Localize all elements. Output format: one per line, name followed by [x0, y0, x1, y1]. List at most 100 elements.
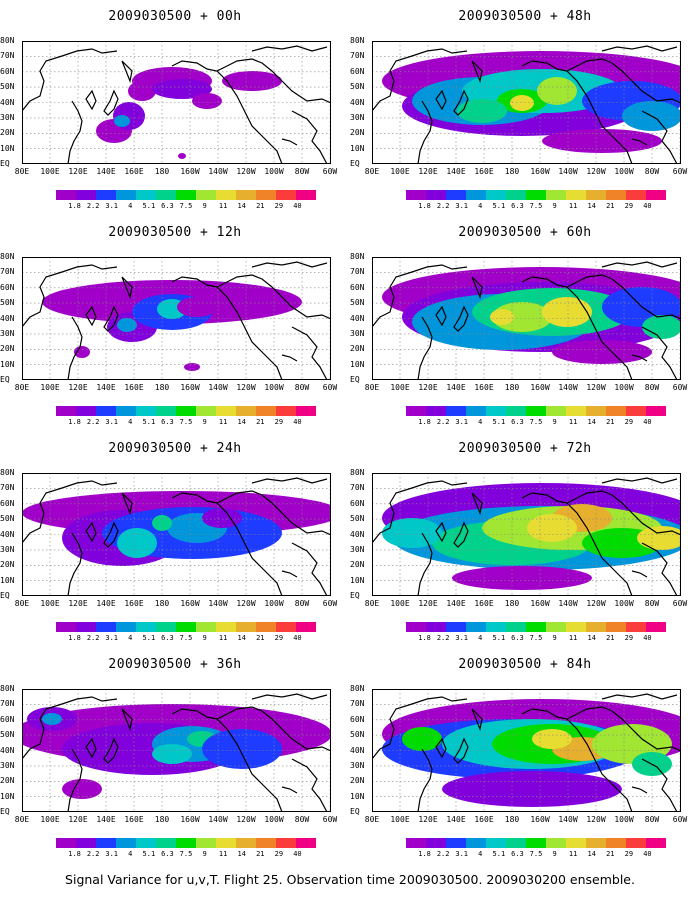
longitude-label: 100W: [614, 815, 634, 824]
longitude-label: 140E: [96, 599, 116, 608]
variance-contour: [202, 508, 242, 528]
colorbar-tick-label: 9: [552, 850, 557, 858]
colorbar-tick-label: 29: [274, 202, 284, 210]
colorbar-swatch: [406, 406, 426, 416]
latitude-label: 20N: [0, 560, 15, 570]
colorbar-tick-label: 3.1: [105, 202, 119, 210]
variance-contour: [62, 779, 102, 799]
latitude-label: EQ: [350, 591, 360, 600]
longitude-label: 140W: [208, 599, 228, 608]
colorbar-swatch: [426, 190, 446, 200]
longitude-label: 120W: [586, 815, 606, 824]
longitude-label: 120W: [586, 383, 606, 392]
colorbar-tick-label: 4: [128, 418, 133, 426]
colorbar-swatch: [466, 622, 486, 632]
longitude-label: 60W: [322, 815, 338, 824]
variance-contour: [457, 99, 507, 123]
colorbar-swatch: [606, 406, 626, 416]
colorbar-swatch: [76, 406, 96, 416]
latitude-label: 70N: [350, 699, 365, 709]
map-area: [372, 41, 681, 164]
map-panel: 2009030500 + 72h 80N 70N 60N 50N 40N 30N 20N 10N…: [350, 432, 700, 657]
latitude-label: 30N: [0, 328, 15, 338]
colorbar: [406, 838, 666, 848]
colorbar-swatch: [296, 622, 316, 632]
colorbar-tick-label: 4: [128, 634, 133, 642]
longitude-label: 80W: [294, 599, 310, 608]
longitude-label: 140W: [558, 815, 578, 824]
latitude-label: 10N: [0, 359, 15, 369]
latitude-label: 10N: [350, 575, 365, 585]
colorbar-tick-label: 1.8: [418, 202, 431, 210]
latitude-label: 80N: [350, 252, 365, 261]
colorbar-swatch: [546, 838, 566, 848]
longitude-label: 180: [504, 815, 520, 824]
variance-contour: [152, 744, 192, 764]
colorbar-tick-label: 40: [293, 202, 302, 210]
variance-contour: [152, 79, 212, 99]
colorbar-swatch: [276, 406, 296, 416]
colorbar-swatch: [116, 406, 136, 416]
longitude-label: 180: [504, 167, 520, 176]
colorbar-swatch: [256, 622, 276, 632]
colorbar-swatch: [116, 838, 136, 848]
colorbar-tick-label: 21: [606, 850, 615, 858]
colorbar-swatch: [96, 622, 116, 632]
latitude-label: 60N: [0, 66, 15, 76]
longitude-label: 80E: [14, 815, 30, 824]
colorbar-tick-label: 5.1: [492, 634, 506, 642]
panel-title: 2009030500 + 60h: [458, 225, 592, 240]
colorbar-swatch: [446, 406, 466, 416]
colorbar-tick-label: 11: [218, 418, 228, 426]
colorbar-tick-label: 5.1: [142, 202, 156, 210]
latitude-label: 40N: [350, 529, 365, 539]
longitude-label: 80E: [14, 167, 30, 176]
colorbar-swatch: [176, 622, 196, 632]
latitude-label: 20N: [0, 344, 15, 354]
colorbar-swatch: [546, 622, 566, 632]
variance-contour: [177, 297, 217, 317]
colorbar-swatch: [96, 406, 116, 416]
colorbar-tick-label: 29: [624, 202, 634, 210]
colorbar-tick-label: 29: [624, 418, 634, 426]
colorbar-swatch: [486, 190, 506, 200]
colorbar-tick-label: 1.8: [68, 202, 81, 210]
longitude-label: 60W: [672, 815, 688, 824]
colorbar-swatch: [406, 190, 426, 200]
map-area: [22, 473, 331, 596]
colorbar-tick-label: 11: [218, 850, 228, 858]
colorbar-swatch: [486, 406, 506, 416]
colorbar-tick-label: 1.8: [68, 418, 81, 426]
longitude-label: 80E: [364, 599, 380, 608]
colorbar-tick-label: 6.3: [511, 202, 524, 210]
longitude-label: 140E: [446, 815, 466, 824]
latitude-label: 40N: [350, 97, 365, 107]
latitude-label: 50N: [0, 82, 15, 92]
variance-contour: [510, 95, 534, 111]
panel-title: 2009030500 + 72h: [458, 441, 592, 456]
longitude-label: 120W: [586, 167, 606, 176]
colorbar-swatch: [236, 838, 256, 848]
longitude-label: 100W: [614, 167, 634, 176]
coastlines: [372, 261, 681, 380]
longitude-label: 100W: [614, 599, 634, 608]
colorbar-swatch: [116, 622, 136, 632]
latitude-label: 30N: [350, 112, 365, 122]
colorbar-tick-label: 1.8: [68, 850, 81, 858]
colorbar-swatch: [506, 622, 526, 632]
colorbar-swatch: [156, 190, 176, 200]
colorbar-tick-label: 7.5: [529, 850, 543, 858]
colorbar-tick-label: 21: [256, 202, 265, 210]
colorbar-swatch: [526, 838, 546, 848]
colorbar-tick-label: 11: [568, 418, 578, 426]
longitude-label: 80W: [644, 599, 660, 608]
longitude-label: 80W: [644, 815, 660, 824]
colorbar-tick-label: 7.5: [179, 418, 193, 426]
colorbar-swatch: [566, 838, 586, 848]
signal-variance-map: [372, 473, 681, 596]
colorbar-swatch: [276, 622, 296, 632]
longitude-label: 140W: [558, 599, 578, 608]
colorbar-swatch: [526, 190, 546, 200]
longitude-label: 100E: [40, 383, 60, 392]
variance-contour: [537, 77, 577, 105]
